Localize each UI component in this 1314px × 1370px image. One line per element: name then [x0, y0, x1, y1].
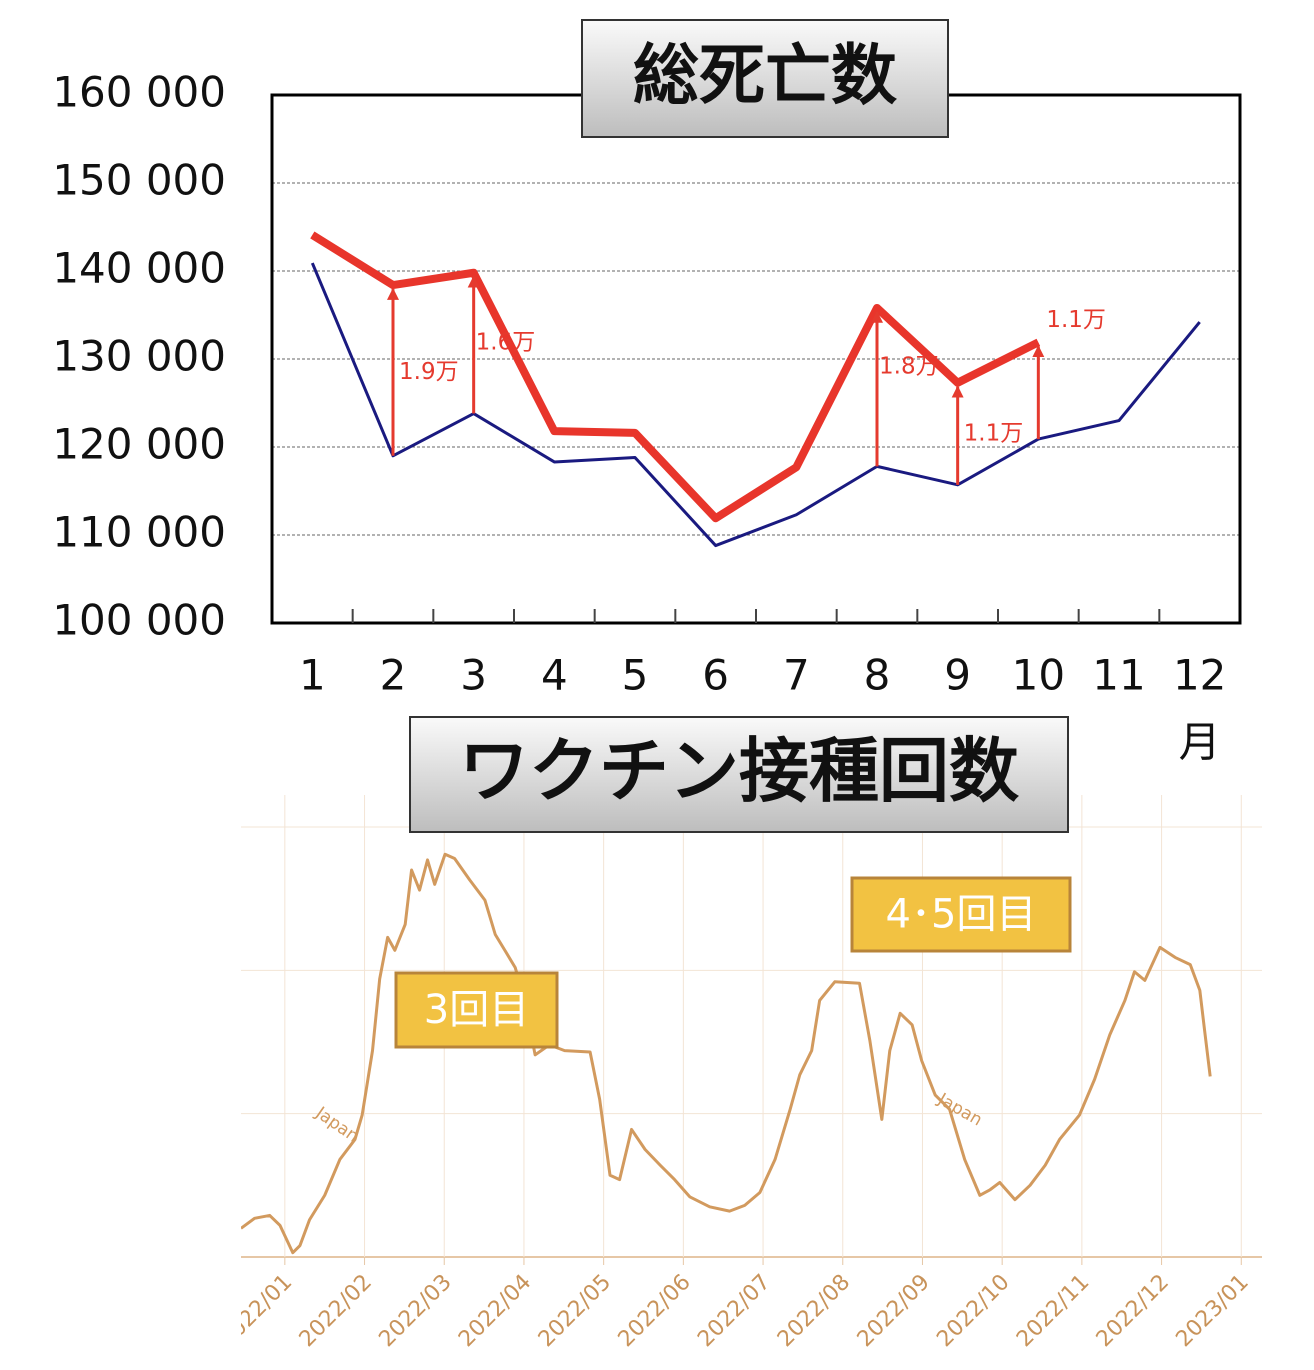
difference-label: 1.1万 — [964, 420, 1024, 446]
series-label: Japan — [934, 1089, 986, 1131]
y-tick-label: 100 000 — [52, 596, 226, 645]
x-tick-label: 5 — [622, 651, 649, 700]
line-series — [241, 852, 1212, 1255]
x-tick-label: 2022/12 — [1092, 1270, 1174, 1352]
difference-label: 1.1万 — [1046, 307, 1106, 333]
x-tick-label: 2022/08 — [773, 1270, 855, 1352]
vaccine-chart: 2022/012022/022022/032022/042022/052022/… — [215, 795, 1262, 1352]
title-box — [581, 19, 949, 138]
x-tick-label: 1 — [299, 651, 326, 700]
x-tick-label: 9 — [944, 651, 971, 700]
annotation-box — [394, 971, 559, 1049]
x-tick-label: 2022/10 — [932, 1270, 1014, 1352]
x-tick-label: 6 — [702, 651, 729, 700]
series-label: Japan — [311, 1103, 362, 1147]
x-tick-label: 3 — [460, 651, 487, 700]
chart-title: ワクチン接種回数 — [459, 730, 1019, 812]
x-tick-label: 2022/11 — [1012, 1270, 1094, 1352]
y-tick-label: 140 000 — [52, 244, 226, 293]
annotation-label: 4･5回目 — [886, 892, 1037, 938]
y-tick-label: 120 000 — [52, 420, 226, 469]
x-tick-label: 2 — [380, 651, 407, 700]
x-tick-label: 2022/06 — [614, 1270, 696, 1352]
x-tick-label: 10 — [1012, 651, 1065, 700]
y-tick-label: 150 000 — [52, 156, 226, 205]
line-series — [310, 262, 1201, 548]
x-tick-label: 2022/02 — [295, 1270, 377, 1352]
chart-title: 総死亡数 — [633, 37, 897, 114]
difference-label: 1.9万 — [399, 359, 459, 385]
x-axis-label: 月 — [1179, 718, 1221, 767]
difference-label: 1.6万 — [476, 330, 536, 356]
x-tick-label: 2022/01 — [215, 1270, 297, 1352]
x-tick-label: 2022/04 — [454, 1270, 536, 1352]
annotation-label: 3回目 — [424, 987, 529, 1033]
x-tick-label: 12 — [1173, 651, 1226, 700]
x-tick-label: 4 — [541, 651, 568, 700]
annotation-box — [850, 876, 1072, 953]
death-chart: 100 000 110 000 120 000 130 000 140 000 150 0… — [52, 68, 1242, 767]
difference-label: 1.8万 — [879, 354, 939, 380]
line-series — [310, 231, 1041, 523]
x-tick-label: 7 — [783, 651, 810, 700]
x-tick-label: 2022/03 — [374, 1270, 456, 1352]
x-tick-label: 8 — [864, 651, 891, 700]
x-tick-label: 2022/07 — [693, 1270, 775, 1352]
y-tick-label: 130 000 — [52, 332, 226, 381]
x-tick-label: 2023/01 — [1171, 1270, 1253, 1352]
x-tick-label: 11 — [1092, 651, 1145, 700]
y-tick-label: 110 000 — [52, 508, 226, 557]
y-tick-label: 160 000 — [52, 68, 226, 117]
x-tick-label: 2022/09 — [853, 1270, 935, 1352]
title-box — [409, 716, 1069, 833]
x-tick-label: 2022/05 — [534, 1270, 616, 1352]
